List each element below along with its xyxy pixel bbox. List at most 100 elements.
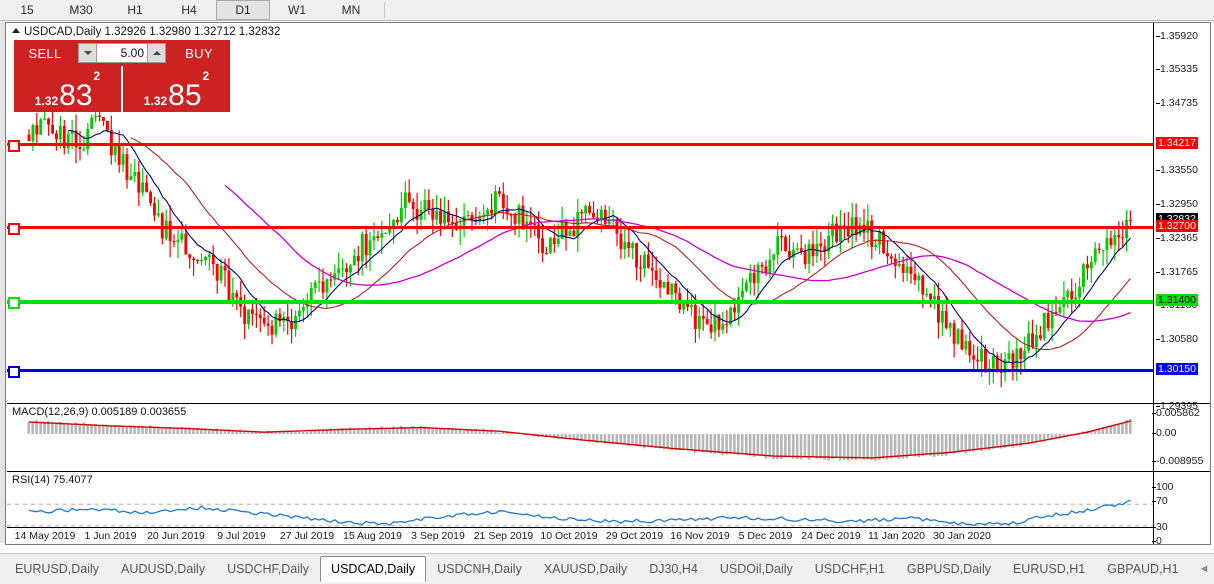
level-handle[interactable] (8, 223, 20, 235)
tab-eurusd-h1[interactable]: EURUSD,H1 (1012, 562, 1086, 576)
tab-audusd-daily[interactable]: AUDUSD,Daily (121, 562, 206, 576)
sell-price-big: 83 (59, 79, 93, 112)
date-tick: 24 Dec 2019 (801, 530, 861, 542)
chart-tab-bar: EURUSD,Daily AUDUSD,Daily USDCHF,Daily USDC… (0, 553, 1214, 584)
date-tick: 3 Sep 2019 (411, 530, 465, 542)
level-handle[interactable] (8, 297, 20, 309)
toolbar-empty-area (389, 0, 1214, 20)
timeframe-toolbar: 15 M30 H1 H4 D1 W1 MN (0, 0, 1214, 21)
price-tick: 1.35335 (1156, 63, 1198, 75)
price-plot-area[interactable] (7, 38, 1154, 403)
chart-title-text: USDCAD,Daily 1.32926 1.32980 1.32712 1.3… (24, 26, 281, 38)
date-tick: 14 May 2019 (14, 530, 76, 542)
rsi-tick: 70 (1152, 495, 1168, 507)
level-line-1-34217[interactable] (7, 140, 1154, 152)
timeframe-d1[interactable]: D1 (216, 0, 270, 20)
toolbar-divider (384, 2, 385, 18)
level-line-1-30150[interactable] (7, 366, 1154, 378)
level-handle[interactable] (8, 366, 20, 378)
date-axis[interactable]: 14 May 2019 1 Jun 2019 20 Jun 2019 9 Jul 20… (7, 527, 1154, 544)
level-handle[interactable] (8, 140, 20, 152)
date-tick: 10 Oct 2019 (540, 530, 598, 542)
date-tick: 27 Jul 2019 (279, 530, 335, 542)
price-level-label-1-32700[interactable]: 1.32700 (1156, 220, 1198, 232)
level-line-1-31400[interactable] (7, 297, 1154, 309)
tab-eurusd-daily[interactable]: EURUSD,Daily (15, 562, 100, 576)
tab-xauusd-daily[interactable]: XAUUSD,Daily (543, 562, 628, 576)
chart-title-bar: USDCAD,Daily 1.32926 1.32980 1.32712 1.3… (12, 26, 280, 38)
price-tick: 1.34735 (1156, 97, 1198, 109)
tab-usdcnh-daily[interactable]: USDCNH,Daily (437, 562, 522, 576)
date-tick: 9 Jul 2019 (217, 530, 266, 542)
date-tick: 21 Sep 2019 (473, 530, 534, 542)
volume-control[interactable]: 5.00 (76, 40, 168, 66)
tab-usdcad-daily[interactable]: USDCAD,Daily (320, 556, 427, 582)
tab-gbpaud-h1[interactable]: GBPAUD,H1 (1107, 562, 1179, 576)
macd-label: MACD(12,26,9) 0.005189 0.003655 (12, 406, 187, 418)
rsi-panel[interactable]: RSI(14) 75.4077 100 70 30 0 (7, 471, 1210, 547)
volume-input[interactable]: 5.00 (97, 43, 147, 63)
price-level-label-1-30150[interactable]: 1.30150 (1156, 363, 1198, 375)
timeframe-m30[interactable]: M30 (69, 3, 93, 17)
buy-price-button[interactable]: 1.32 85 2 (123, 66, 230, 112)
price-tick: 1.35920 (1156, 30, 1198, 42)
date-tick: 5 Dec 2019 (738, 530, 793, 542)
date-tick: 29 Oct 2019 (605, 530, 664, 542)
tab-prev-icon[interactable]: ◄ (1198, 563, 1210, 575)
macd-tick: -0.008955 (1152, 455, 1203, 467)
price-tick: 1.32365 (1156, 232, 1198, 244)
one-click-trading-panel[interactable]: SELL 5.00 BUY 1.32 83 2 1.32 85 2 (14, 40, 230, 112)
buy-price-big: 85 (168, 79, 202, 112)
chart-window[interactable]: USDCAD,Daily 1.32926 1.32980 1.32712 1.3… (5, 22, 1211, 547)
price-tick: 1.30580 (1156, 333, 1198, 345)
price-scale[interactable]: 1.35920 1.35335 1.34735 1.33550 1.32950 1.323… (1153, 23, 1210, 412)
volume-decrease-icon[interactable] (78, 43, 97, 63)
price-tick: 1.32950 (1156, 198, 1198, 210)
timeframe-h4[interactable]: H4 (181, 3, 197, 17)
tab-usdchf-daily[interactable]: USDCHF,Daily (227, 562, 310, 576)
tab-usdoil-daily[interactable]: USDOil,Daily (719, 562, 793, 576)
sell-price-prefix: 1.32 (34, 94, 59, 108)
macd-tick: 0.005862 (1152, 407, 1200, 419)
price-level-label-1-34217[interactable]: 1.34217 (1156, 137, 1198, 149)
macd-plot-area (7, 404, 1154, 472)
price-tick: 1.31765 (1156, 266, 1198, 278)
level-line-1-32700[interactable] (7, 223, 1154, 235)
rsi-svg (7, 499, 1154, 527)
macd-scale: 0.005862 0.00 -0.008955 (1152, 404, 1210, 472)
date-tick: 1 Jun 2019 (84, 530, 137, 542)
buy-price-prefix: 1.32 (143, 94, 168, 108)
macd-tick: 0.00 (1152, 427, 1176, 439)
date-tick: 20 Jun 2019 (147, 530, 205, 542)
tab-dj30-h4[interactable]: DJ30,H4 (649, 562, 698, 576)
rsi-label: RSI(14) 75.4077 (12, 474, 93, 486)
sell-price-fraction: 2 (93, 69, 101, 83)
collapse-triangle-icon[interactable] (12, 28, 20, 33)
date-tick: 30 Jan 2020 (933, 530, 991, 542)
rsi-plot-area (7, 472, 1154, 544)
macd-panel[interactable]: MACD(12,26,9) 0.005189 0.003655 0.005862… (7, 403, 1210, 472)
timeframe-mn[interactable]: MN (341, 3, 361, 17)
timeframe-15[interactable]: 15 (20, 3, 34, 17)
tab-gbpusd-daily[interactable]: GBPUSD,Daily (906, 562, 991, 576)
sell-price-button[interactable]: 1.32 83 2 (14, 66, 121, 112)
rsi-scale: 100 70 30 0 (1152, 472, 1210, 547)
date-tick: 15 Aug 2019 (343, 530, 402, 542)
rsi-tick: 0 (1152, 535, 1162, 547)
volume-increase-icon[interactable] (147, 43, 166, 63)
tab-scroll-nav: ◄► (1190, 563, 1214, 575)
timeframe-w1[interactable]: W1 (288, 3, 306, 17)
rsi-tick: 30 (1152, 521, 1168, 533)
buy-button[interactable]: BUY (168, 40, 230, 66)
macd-svg (27, 418, 1132, 461)
date-tick: 16 Nov 2019 (670, 530, 730, 542)
timeframe-h1[interactable]: H1 (127, 3, 143, 17)
price-tick: 1.33550 (1156, 164, 1198, 176)
sell-button[interactable]: SELL (14, 40, 76, 66)
date-tick: 11 Jan 2020 (867, 530, 926, 542)
rsi-tick: 100 (1152, 481, 1174, 493)
buy-price-fraction: 2 (202, 69, 210, 83)
tab-usdchf-h1[interactable]: USDCHF,H1 (814, 562, 885, 576)
price-level-label-1-31400[interactable]: 1.31400 (1156, 294, 1198, 306)
